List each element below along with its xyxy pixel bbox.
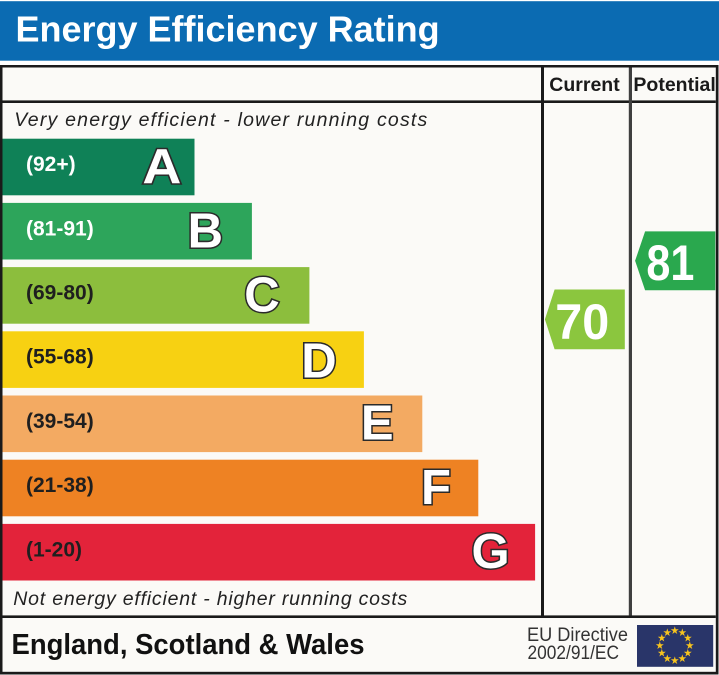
svg-text:B: B bbox=[188, 204, 223, 258]
svg-text:(69-80): (69-80) bbox=[26, 282, 94, 305]
svg-text:(92+): (92+) bbox=[26, 153, 76, 176]
svg-text:Very energy efficient - lower: Very energy efficient - lower running co… bbox=[14, 109, 427, 131]
svg-text:A: A bbox=[142, 140, 181, 194]
svg-text:(39-54): (39-54) bbox=[26, 410, 94, 433]
svg-text:Not energy efficient - higher: Not energy efficient - higher running co… bbox=[13, 588, 407, 610]
svg-text:(81-91): (81-91) bbox=[26, 217, 94, 240]
svg-text:EU Directive: EU Directive bbox=[527, 625, 628, 646]
svg-text:(1-20): (1-20) bbox=[26, 538, 82, 561]
svg-text:E: E bbox=[361, 397, 394, 451]
svg-text:Potential: Potential bbox=[633, 74, 715, 96]
svg-text:Energy Efficiency Rating: Energy Efficiency Rating bbox=[16, 9, 440, 50]
svg-text:England, Scotland & Wales: England, Scotland & Wales bbox=[12, 629, 365, 661]
svg-text:G: G bbox=[472, 525, 510, 579]
svg-text:70: 70 bbox=[555, 294, 609, 350]
svg-text:Current: Current bbox=[549, 74, 620, 96]
svg-text:C: C bbox=[244, 269, 279, 323]
svg-text:2002/91/EC: 2002/91/EC bbox=[528, 643, 620, 664]
svg-text:81: 81 bbox=[646, 235, 694, 291]
svg-text:(21-38): (21-38) bbox=[26, 474, 94, 497]
svg-text:D: D bbox=[301, 334, 336, 388]
svg-text:F: F bbox=[421, 461, 451, 515]
svg-text:(55-68): (55-68) bbox=[26, 346, 94, 369]
